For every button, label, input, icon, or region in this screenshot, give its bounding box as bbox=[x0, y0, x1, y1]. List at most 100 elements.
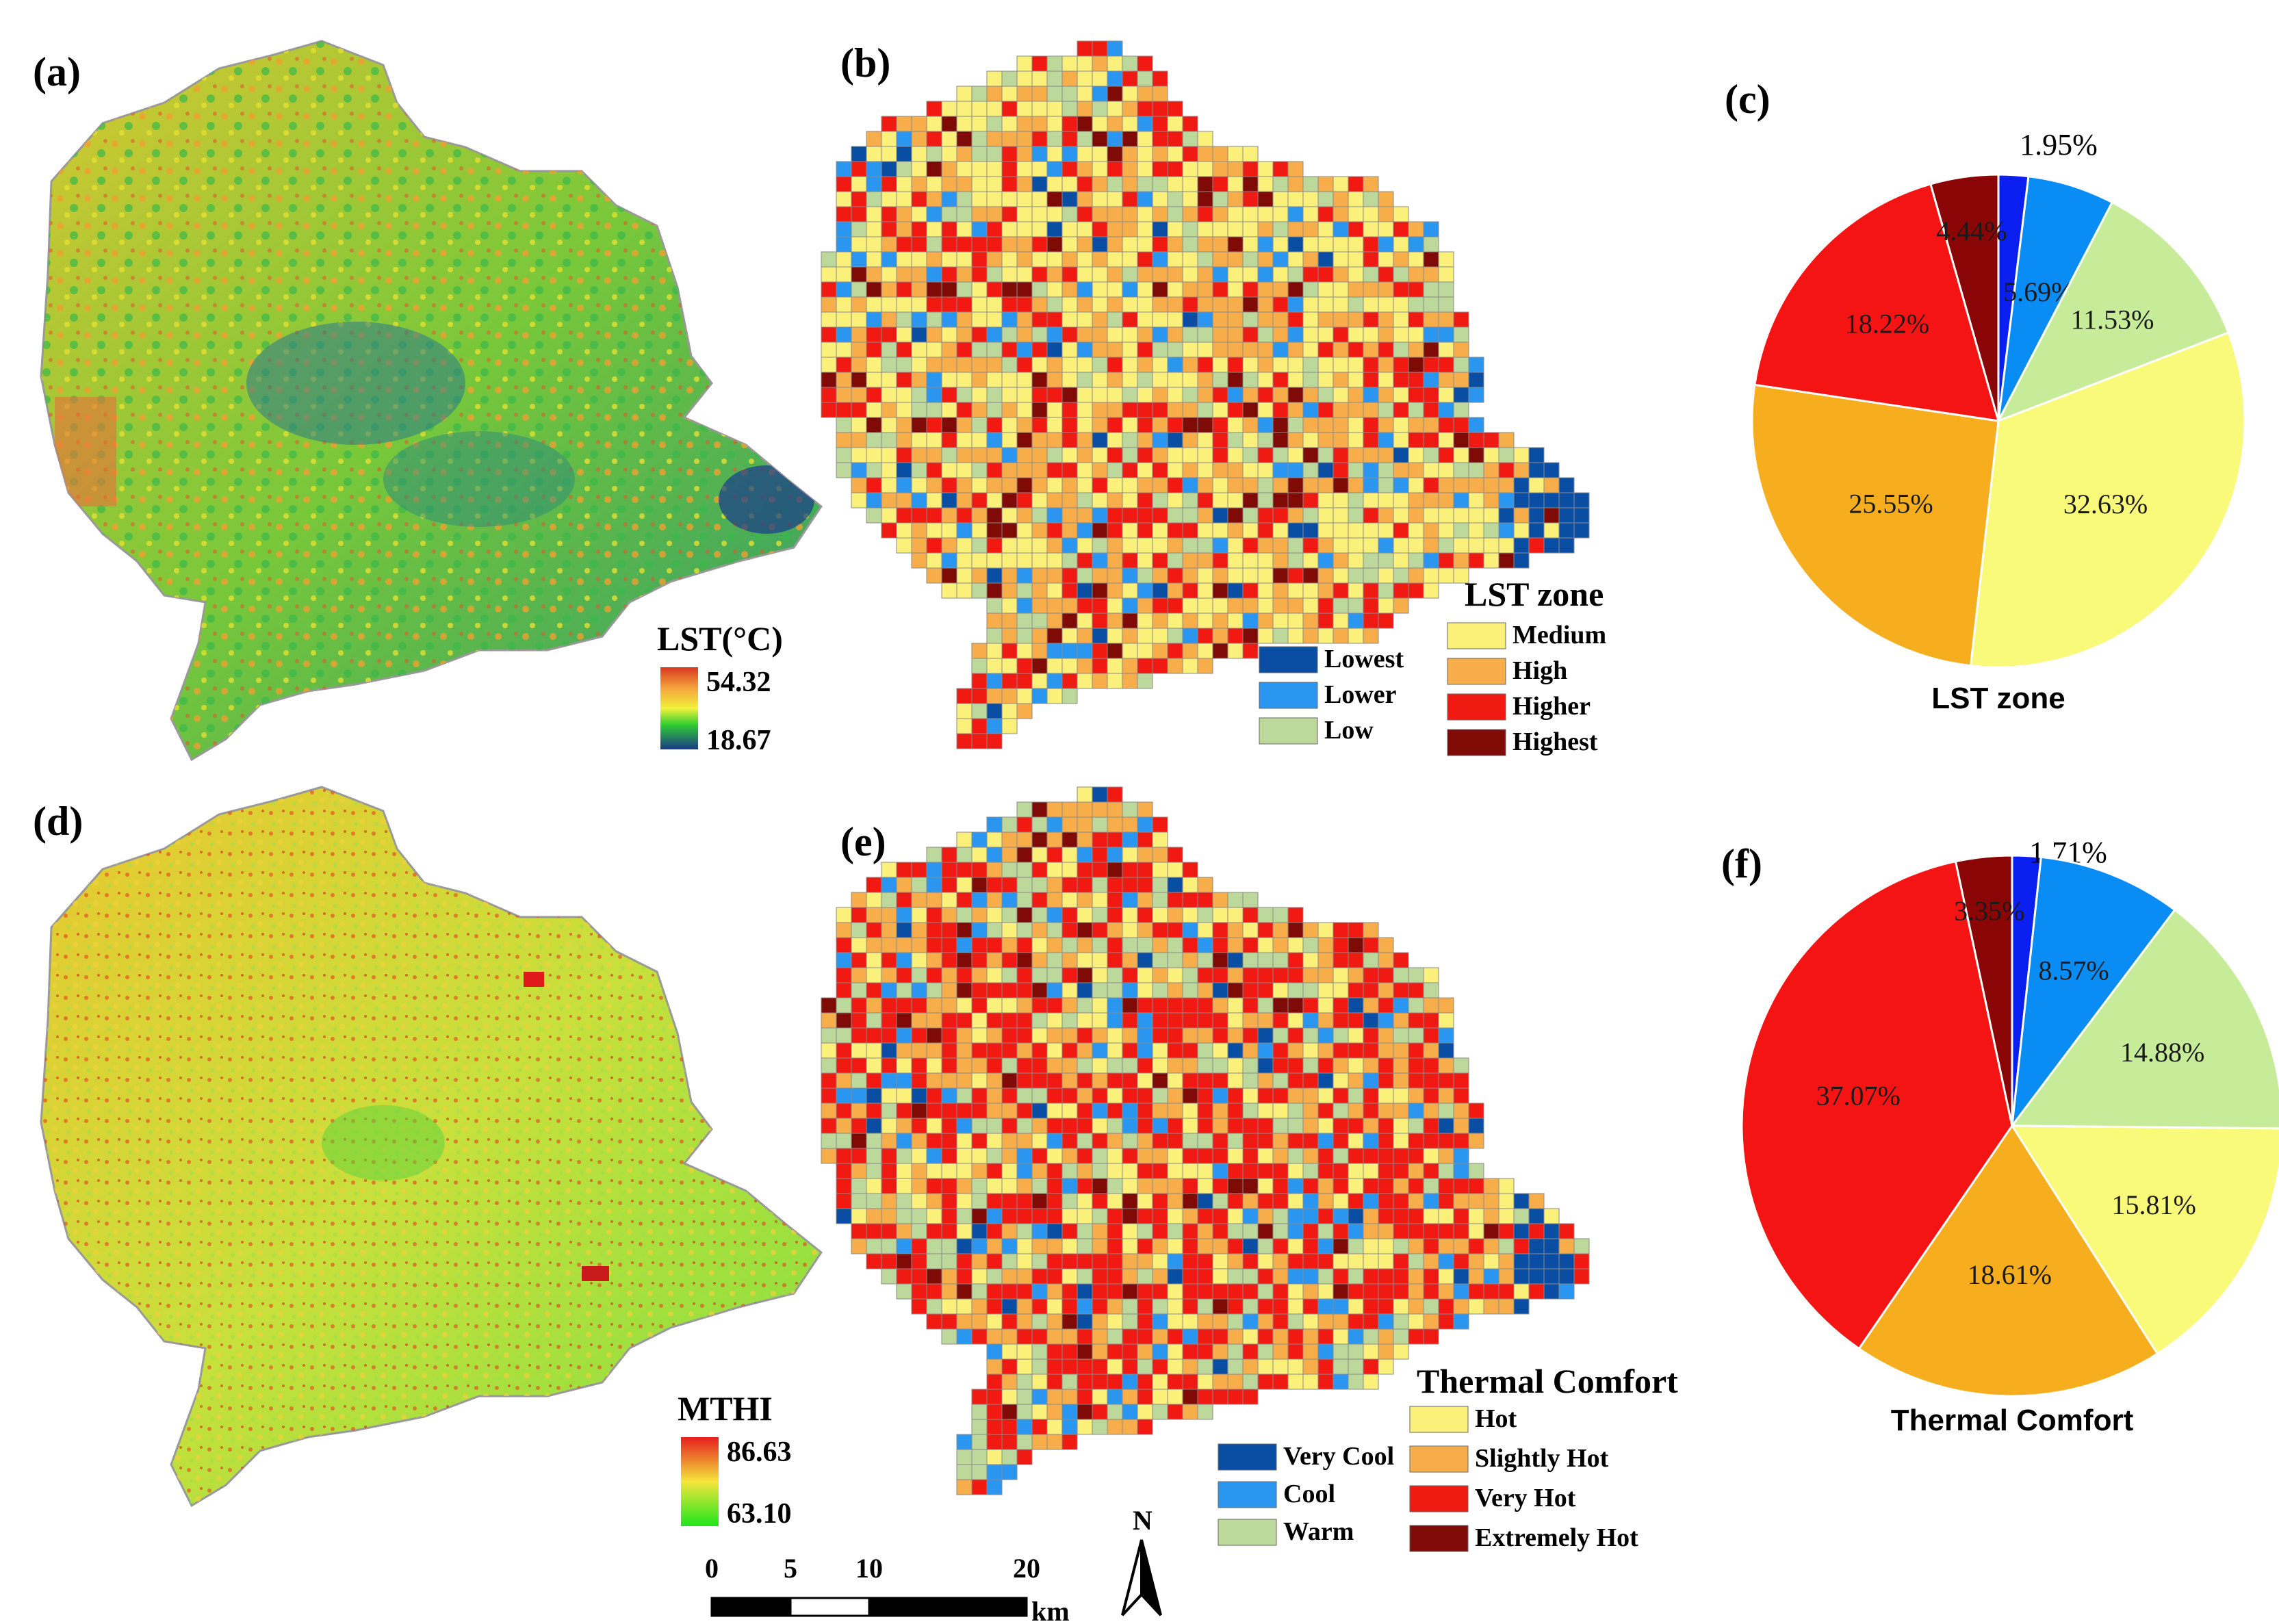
grid-cell bbox=[1137, 1193, 1153, 1209]
grid-cell bbox=[956, 1434, 973, 1450]
grid-cell bbox=[1257, 1313, 1274, 1330]
grid-cell bbox=[1408, 341, 1424, 358]
grid-cell bbox=[956, 206, 973, 222]
grid-cell bbox=[1152, 462, 1168, 478]
grid-cell bbox=[836, 907, 852, 923]
grid-cell bbox=[1167, 1374, 1183, 1390]
grid-cell bbox=[836, 1178, 852, 1194]
grid-cell bbox=[1167, 877, 1183, 893]
grid-cell bbox=[1182, 582, 1198, 599]
grid-cell bbox=[1182, 1148, 1198, 1164]
grid-cell bbox=[1317, 1148, 1334, 1164]
grid-cell bbox=[1242, 997, 1259, 1014]
grid-cell bbox=[1061, 507, 1078, 524]
grid-cell bbox=[1513, 1223, 1530, 1239]
grid-cell bbox=[1453, 567, 1469, 584]
grid-cell bbox=[1212, 1358, 1228, 1375]
grid-cell bbox=[956, 522, 973, 539]
grid-cell bbox=[956, 387, 973, 403]
grid-cell bbox=[1423, 1133, 1439, 1149]
grid-cell bbox=[1001, 296, 1018, 313]
grid-cell bbox=[1393, 341, 1409, 358]
legend-label: Very Hot bbox=[1475, 1484, 1576, 1512]
grid-cell bbox=[1543, 1238, 1560, 1254]
grid-cell bbox=[1197, 1268, 1213, 1285]
grid-cell bbox=[1438, 1163, 1454, 1179]
grid-cell bbox=[1092, 643, 1108, 659]
grid-cell bbox=[1031, 613, 1048, 629]
grid-cell bbox=[1408, 477, 1424, 493]
grid-cell bbox=[1272, 191, 1289, 207]
grid-cell bbox=[1031, 266, 1048, 283]
grid-cell bbox=[1137, 1268, 1153, 1285]
grid-cell bbox=[956, 997, 973, 1014]
grid-cell bbox=[1302, 191, 1319, 207]
grid-cell bbox=[1393, 432, 1409, 448]
grid-cell bbox=[1122, 1042, 1138, 1059]
grid-cell bbox=[926, 1103, 942, 1119]
grid-cell bbox=[911, 417, 927, 433]
grid-cell bbox=[941, 582, 957, 599]
grid-cell bbox=[1077, 567, 1093, 584]
grid-cell bbox=[1016, 296, 1033, 313]
grid-cell bbox=[1152, 326, 1168, 343]
grid-cell bbox=[1137, 341, 1153, 358]
grid-cell bbox=[971, 357, 988, 373]
grid-cell bbox=[1152, 296, 1168, 313]
grid-cell bbox=[1408, 266, 1424, 283]
grid-cell bbox=[1046, 432, 1063, 448]
grid-cell bbox=[1167, 1057, 1183, 1074]
grid-cell bbox=[956, 296, 973, 313]
grid-cell bbox=[1227, 628, 1244, 644]
grid-cell bbox=[986, 673, 1003, 689]
legend-swatch bbox=[1218, 1519, 1277, 1546]
grid-cell bbox=[896, 862, 912, 878]
grid-cell bbox=[971, 221, 988, 237]
grid-cell bbox=[821, 372, 837, 388]
lst-zone-legend: LST zone LowestLowerLowMediumHighHigherH… bbox=[1259, 575, 1606, 756]
grid-cell bbox=[1498, 507, 1515, 524]
grid-cell bbox=[1167, 1193, 1183, 1209]
grid-cell bbox=[1152, 1163, 1168, 1179]
grid-cell bbox=[1092, 1057, 1108, 1074]
grid-cell bbox=[1046, 1298, 1063, 1315]
grid-cell bbox=[1046, 131, 1063, 147]
grid-cell bbox=[1332, 1027, 1349, 1044]
grid-cell bbox=[986, 1358, 1003, 1375]
grid-cell bbox=[896, 1012, 912, 1029]
grid-cell bbox=[911, 161, 927, 177]
grid-cell bbox=[1287, 266, 1304, 283]
grid-cell bbox=[1167, 281, 1183, 298]
grid-cell bbox=[1122, 1389, 1138, 1405]
grid-cell bbox=[1212, 176, 1228, 192]
grid-cell bbox=[881, 176, 897, 192]
grid-cell bbox=[1227, 1283, 1244, 1300]
grid-cell bbox=[911, 1148, 927, 1164]
grid-cell bbox=[1016, 892, 1033, 908]
grid-cell bbox=[1302, 922, 1319, 938]
grid-cell bbox=[941, 937, 957, 953]
grid-cell bbox=[851, 1133, 867, 1149]
grid-cell bbox=[1061, 146, 1078, 162]
grid-cell bbox=[941, 567, 957, 584]
grid-cell bbox=[971, 236, 988, 253]
grid-cell bbox=[1257, 1193, 1274, 1209]
grid-cell bbox=[1167, 477, 1183, 493]
grid-cell bbox=[1092, 55, 1108, 72]
grid-cell bbox=[1061, 832, 1078, 848]
grid-cell bbox=[881, 131, 897, 147]
grid-cell bbox=[1182, 477, 1198, 493]
grid-cell bbox=[956, 311, 973, 328]
grid-cell bbox=[1348, 1087, 1364, 1104]
grid-cell bbox=[1107, 221, 1123, 237]
grid-cell bbox=[1453, 432, 1469, 448]
grid-cell bbox=[836, 922, 852, 938]
grid-cell bbox=[1016, 507, 1033, 524]
grid-cell bbox=[1227, 522, 1244, 539]
grid-cell bbox=[1227, 251, 1244, 268]
grid-cell bbox=[1046, 341, 1063, 358]
grid-cell bbox=[1558, 507, 1575, 524]
grid-cell bbox=[1227, 613, 1244, 629]
grid-cell bbox=[1242, 1208, 1259, 1224]
grid-cell bbox=[1317, 296, 1334, 313]
